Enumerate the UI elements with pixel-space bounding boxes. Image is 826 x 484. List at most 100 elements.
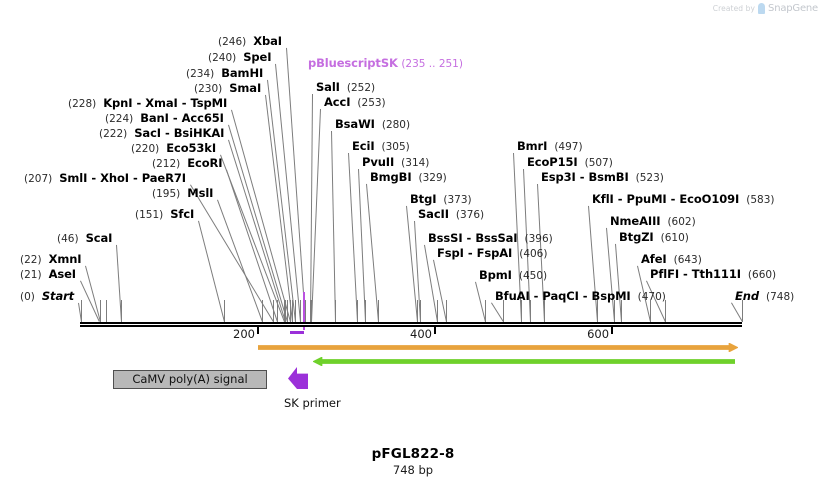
enzyme-label-bmgbi[interactable]: BmgBI (329): [370, 171, 447, 184]
enzyme-name: SacII: [418, 207, 449, 221]
enzyme-label-bamhi[interactable]: (234) BamHI: [186, 67, 263, 80]
enzyme-label-acci[interactable]: AccI (253): [324, 96, 386, 109]
primer-arrow-sk[interactable]: [288, 367, 308, 389]
enzyme-position: (329): [418, 172, 447, 184]
enzyme-position: (450): [518, 270, 548, 282]
enzyme-label-bsssi[interactable]: BssSI - BssSaI (396): [428, 232, 553, 245]
enzyme-name: FspI: [437, 246, 464, 260]
enzyme-label-btgi[interactable]: BtgI (373): [410, 193, 472, 206]
enzyme-name: Acc65I: [181, 111, 224, 125]
enzyme-label-smli[interactable]: (207) SmlI - XhoI - PaeR7I: [24, 172, 186, 185]
enzyme-label-xbai[interactable]: (246) XbaI: [218, 35, 282, 48]
leader-line-bsawi: [331, 130, 336, 322]
enzyme-name-separator: -: [578, 289, 592, 303]
site-tick: [365, 300, 366, 322]
enzyme-name: TspMI: [190, 96, 228, 110]
enzyme-label-sfci[interactable]: (151) SfcI: [135, 208, 194, 221]
enzyme-label-start[interactable]: (0) Start: [20, 290, 74, 303]
enzyme-position: (0): [20, 291, 35, 303]
feature-box-camv-polya-signal[interactable]: CaMV poly(A) signal: [113, 370, 267, 389]
site-tick: [357, 300, 358, 322]
enzyme-position: (220): [131, 143, 160, 155]
enzyme-name: PaeR7I: [141, 171, 186, 185]
enzyme-label-bmri[interactable]: BmrI (497): [517, 140, 583, 153]
enzyme-name: SmlI: [59, 171, 88, 185]
feature-arrow-green-arrow[interactable]: [313, 357, 735, 366]
enzyme-label-ecli[interactable]: EciI (305): [352, 140, 410, 153]
enzyme-label-sacii[interactable]: SacII (376): [418, 208, 484, 221]
feature-arrow-orange-arrow[interactable]: [258, 343, 738, 352]
enzyme-label-msli[interactable]: (195) MslI: [152, 187, 213, 200]
leader-line-ecli: [348, 152, 358, 322]
enzyme-name: AseI: [48, 267, 77, 281]
enzyme-label-pvuii[interactable]: PvuII (314): [362, 156, 429, 169]
enzyme-label-nmeaiii[interactable]: NmeAIII (602): [610, 215, 696, 228]
enzyme-position: (523): [635, 172, 664, 184]
site-tick: [295, 300, 296, 322]
enzyme-label-asei[interactable]: (21) AseI: [20, 268, 76, 281]
site-tick: [420, 300, 421, 322]
enzyme-label-spei[interactable]: (240) SpeI: [208, 50, 272, 64]
enzyme-label-scai[interactable]: (46) ScaI: [57, 232, 112, 245]
enzyme-label-esp3i[interactable]: Esp3I - BsmBI (523): [541, 171, 664, 184]
enzyme-name: EcoP15I: [527, 155, 578, 169]
enzyme-name-separator: -: [529, 289, 543, 303]
site-tick: [262, 300, 263, 322]
feature-bar-pbluescript-sk[interactable]: [290, 331, 304, 334]
ruler-tick-mark: [434, 327, 436, 334]
enzyme-name: PpuMI: [626, 192, 667, 206]
ruler-tick-mark: [257, 327, 259, 334]
enzyme-label-eco53ki[interactable]: (220) Eco53kI: [131, 142, 216, 155]
enzyme-name: BsmBI: [588, 170, 629, 184]
enzyme-name: End: [735, 289, 759, 303]
enzyme-label-ecori[interactable]: (212) EcoRI: [152, 156, 223, 170]
enzyme-name-separator: -: [679, 267, 692, 281]
enzyme-name-separator: -: [462, 231, 476, 245]
enzyme-position: (406): [519, 248, 548, 260]
enzyme-label-saci[interactable]: (222) SacI - BsiHKAI: [99, 127, 224, 140]
site-tick: [81, 300, 82, 322]
enzyme-label-afei[interactable]: AfeI (643): [641, 253, 702, 266]
enzyme-label-bpmi[interactable]: BpmI (450): [479, 269, 547, 282]
enzyme-label-xmni[interactable]: (22) XmnI: [20, 252, 82, 266]
enzyme-label-bsawi[interactable]: BsaWI (280): [335, 118, 410, 131]
enzyme-label-bfuai[interactable]: BfuAI - PaqCI - BspMI (470): [495, 290, 666, 303]
site-tick: [311, 300, 312, 322]
enzyme-name: BfuAI: [495, 289, 530, 303]
enzyme-position: (305): [381, 141, 410, 153]
enzyme-name: AccI: [324, 95, 351, 109]
enzyme-name: AfeI: [641, 252, 667, 266]
enzyme-name: SmaI: [229, 81, 262, 95]
feature-boundary-tick: [303, 292, 305, 330]
enzyme-name: BanI: [140, 111, 169, 125]
enzyme-name: BmgBI: [370, 170, 412, 184]
enzyme-name: XbaI: [253, 34, 282, 48]
site-tick: [417, 300, 418, 322]
leader-line-bani: [228, 124, 288, 322]
snapgene-watermark: Created by SnapGene: [713, 3, 818, 14]
enzyme-label-kpni[interactable]: (228) KpnI - XmaI - TspMI: [68, 97, 227, 110]
enzyme-label-ecop15i[interactable]: EcoP15I (507): [527, 156, 613, 169]
enzyme-label-btgzi[interactable]: BtgZI (610): [619, 231, 689, 244]
enzyme-name: SpeI: [243, 50, 272, 64]
enzyme-name: PaqCI: [542, 289, 579, 303]
enzyme-name: KflI: [592, 192, 614, 206]
site-tick: [446, 300, 447, 322]
enzyme-label-bani[interactable]: (224) BanI - Acc65I: [105, 112, 224, 125]
enzyme-name: PflFI: [650, 267, 680, 281]
enzyme-label-sali[interactable]: SalI (252): [316, 81, 375, 94]
enzyme-label-fspi[interactable]: FspI - FspAI (406): [437, 247, 547, 260]
enzyme-name: XmnI: [48, 252, 82, 266]
enzyme-name: BtgI: [410, 192, 437, 206]
snapgene-logo-icon: [758, 3, 766, 14]
enzyme-label-end[interactable]: End (748): [735, 290, 794, 303]
feature-label-pbluescriptsk[interactable]: pBluescriptSK (235 .. 251): [308, 57, 463, 70]
enzyme-label-kfli[interactable]: KflI - PpuMI - EcoO109I (583): [592, 193, 774, 206]
enzyme-label-smai[interactable]: (230) SmaI: [194, 82, 261, 95]
primer-label-sk: SK primer: [284, 396, 341, 410]
enzyme-label-pflfi[interactable]: PflFI - Tth111I (660): [650, 268, 776, 281]
enzyme-position: (195): [152, 188, 181, 200]
enzyme-name: EcoRI: [187, 156, 223, 170]
enzyme-name-separator: -: [463, 246, 477, 260]
enzyme-name: BspMI: [591, 289, 631, 303]
